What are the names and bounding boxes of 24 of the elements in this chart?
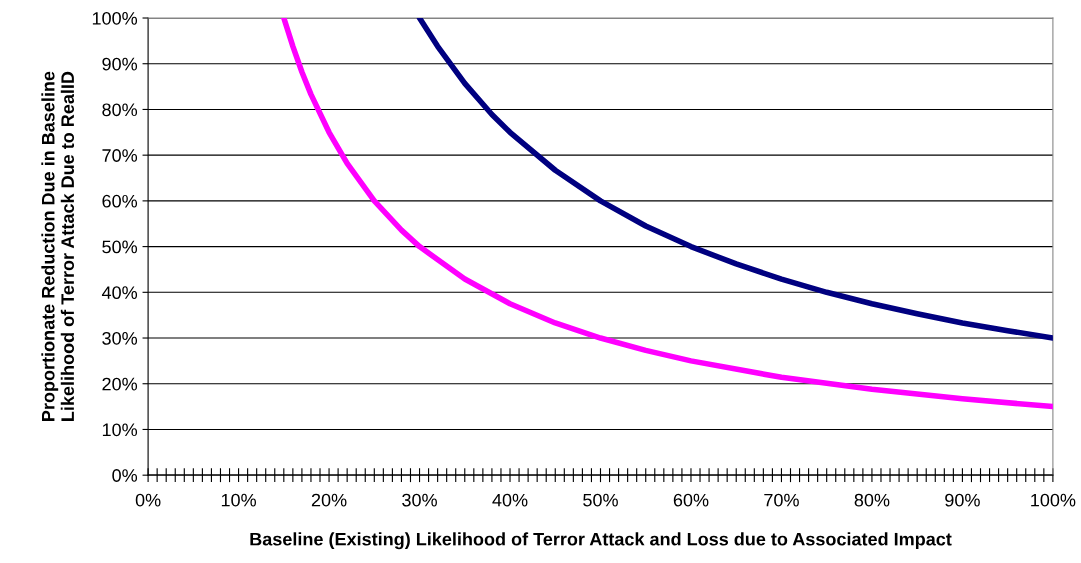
x-tick-label: 20% [311,493,347,507]
x-tick-label: 10% [221,493,256,507]
y-axis-title: Proportionate Reduction Due in Baseline Likelihood of Terror Attack Due to RealID [41,71,75,421]
x-tick-label: 80% [854,493,890,507]
y-tick-label: 90% [102,57,138,71]
y-tick-label: 80% [102,103,138,117]
y-tick-label: 70% [102,149,138,162]
x-axis-title: Baseline (Existing) Likelihood of Terror Attack and Loss due to Associated Impact [250,532,952,550]
y-tick-label: 30% [102,331,138,345]
x-tick-label: 0% [135,493,161,507]
x-tick-label: 50% [583,493,618,507]
y-tick-label: 20% [102,377,138,391]
x-tick-label: 90% [945,493,980,507]
y-tick-label: 50% [102,240,138,254]
x-tick-label: 30% [402,493,437,507]
x-tick-label: 100% [1031,493,1076,507]
x-tick-label: 70% [764,493,799,507]
y-tick-label: 0% [112,469,138,482]
y-tick-label: 10% [102,423,138,437]
y-tick-label: 40% [101,286,138,300]
x-tick-label: 60% [673,493,709,507]
y-tick-label: 60% [102,194,138,208]
y-tick-label: 100% [92,11,138,25]
x-tick-label: 40% [492,493,528,507]
